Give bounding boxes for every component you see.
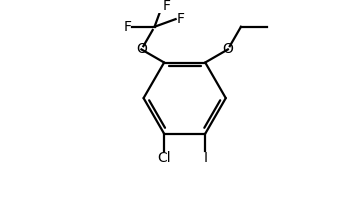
Text: O: O	[136, 42, 147, 57]
Text: Cl: Cl	[157, 151, 171, 165]
Text: O: O	[222, 42, 233, 57]
Text: F: F	[176, 12, 184, 26]
Text: F: F	[163, 0, 171, 13]
Text: I: I	[203, 151, 207, 165]
Text: F: F	[123, 20, 131, 34]
